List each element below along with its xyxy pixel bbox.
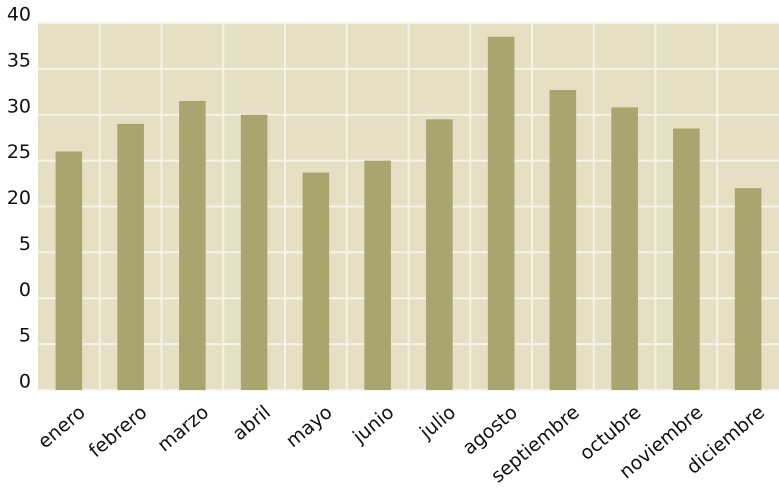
x-tick-label: enero: [34, 401, 90, 453]
bar: [549, 89, 577, 390]
y-tick-label: 25: [7, 141, 31, 163]
bar: [673, 128, 700, 390]
bar: [734, 188, 762, 390]
bar: [364, 160, 391, 390]
y-tick-label: 40: [7, 4, 31, 26]
x-tick-label: febrero: [85, 401, 152, 462]
x-tick-label: abril: [228, 401, 274, 445]
x-tick-label: julio: [415, 401, 460, 444]
bar: [240, 114, 268, 390]
y-tick-label: 5: [19, 233, 31, 255]
bar: [302, 172, 330, 390]
y-tick-label: 5: [19, 325, 31, 347]
y-tick-label: 20: [7, 187, 31, 209]
y-tick-label: 0: [19, 279, 31, 301]
y-tick-label: 35: [7, 49, 31, 71]
bar: [487, 36, 515, 390]
x-tick-label: mayo: [282, 401, 337, 452]
bar: [117, 123, 144, 391]
x-tick-label: marzo: [153, 401, 213, 456]
bar: [426, 119, 453, 391]
y-tick-label: 30: [7, 95, 31, 117]
y-tick-label: 0: [19, 371, 31, 393]
x-tick-label: junio: [348, 401, 398, 448]
bar: [55, 151, 83, 390]
bar: [179, 100, 206, 391]
bar: [611, 107, 638, 390]
